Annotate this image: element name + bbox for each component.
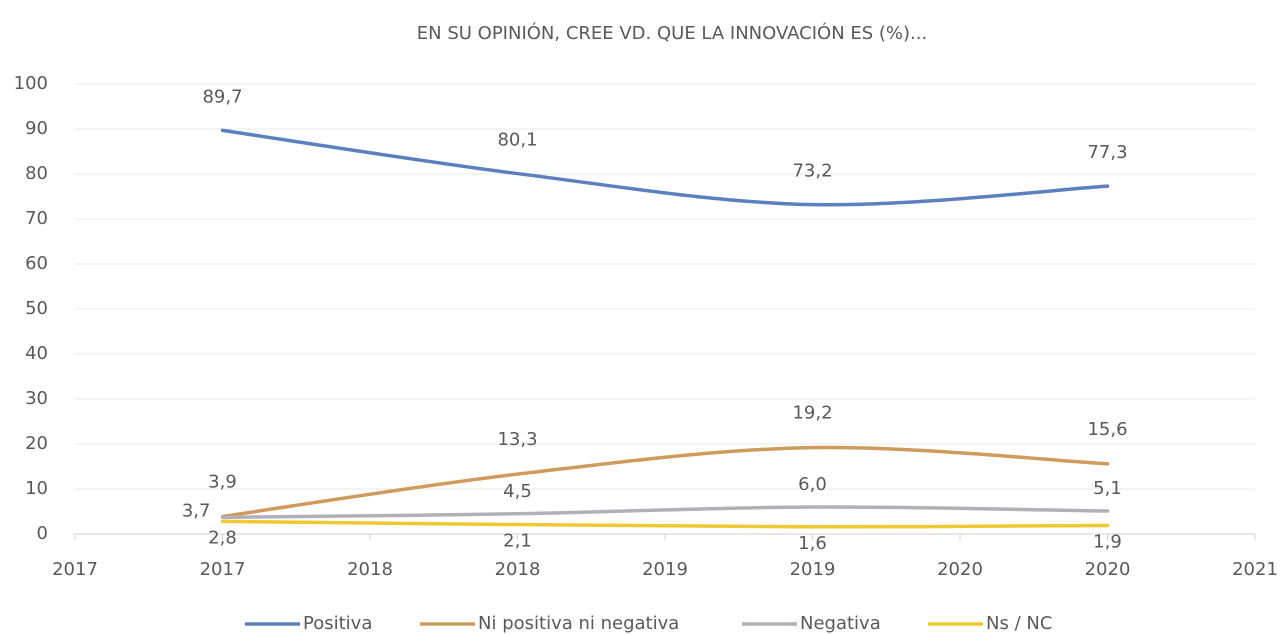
data-label: 89,7 <box>202 86 242 107</box>
y-tick-label: 70 <box>25 208 48 229</box>
y-tick-label: 0 <box>37 523 48 544</box>
data-label: 15,6 <box>1087 419 1127 440</box>
legend-label: Negativa <box>800 613 881 634</box>
legend-label: Positiva <box>303 613 372 634</box>
x-tick-label: 2019 <box>790 559 836 580</box>
data-label: 6,0 <box>798 474 827 495</box>
legend-label: Ns / NC <box>986 613 1052 634</box>
data-label: 2,1 <box>503 531 532 552</box>
y-tick-label: 100 <box>14 73 48 94</box>
y-tick-label: 50 <box>25 298 48 319</box>
y-tick-label: 10 <box>25 478 48 499</box>
x-tick-label: 2017 <box>200 559 246 580</box>
x-tick-label: 2019 <box>642 559 688 580</box>
data-label: 2,8 <box>208 527 237 548</box>
x-tick-label: 2017 <box>52 559 98 580</box>
data-label: 73,2 <box>792 161 832 182</box>
data-label: 3,9 <box>208 471 237 492</box>
y-tick-label: 40 <box>25 343 48 364</box>
data-label: 19,2 <box>792 403 832 424</box>
y-tick-label: 20 <box>25 433 48 454</box>
x-tick-label: 2020 <box>1085 559 1131 580</box>
data-label: 5,1 <box>1093 478 1122 499</box>
data-label: 1,9 <box>1093 531 1122 552</box>
series-line <box>220 519 1110 529</box>
data-label: 13,3 <box>497 429 537 450</box>
data-label: 4,5 <box>503 481 532 502</box>
data-label: 1,6 <box>798 533 827 554</box>
y-tick-label: 90 <box>25 118 48 139</box>
x-tick-label: 2018 <box>347 559 393 580</box>
series-line <box>220 128 1110 207</box>
legend-label: Ni positiva ni negativa <box>478 613 679 634</box>
data-label: 80,1 <box>497 130 537 151</box>
x-tick-label: 2018 <box>495 559 541 580</box>
y-tick-label: 60 <box>25 253 48 274</box>
series-line <box>220 445 1110 519</box>
y-tick-label: 80 <box>25 163 48 184</box>
x-tick-label: 2020 <box>937 559 983 580</box>
data-label: 3,7 <box>182 500 211 521</box>
y-tick-label: 30 <box>25 388 48 409</box>
data-label: 77,3 <box>1087 142 1127 163</box>
series-line <box>220 505 1110 520</box>
x-tick-label: 2021 <box>1232 559 1278 580</box>
chart-title: EN SU OPINIÓN, CREE VD. QUE LA INNOVACIÓ… <box>417 22 927 44</box>
